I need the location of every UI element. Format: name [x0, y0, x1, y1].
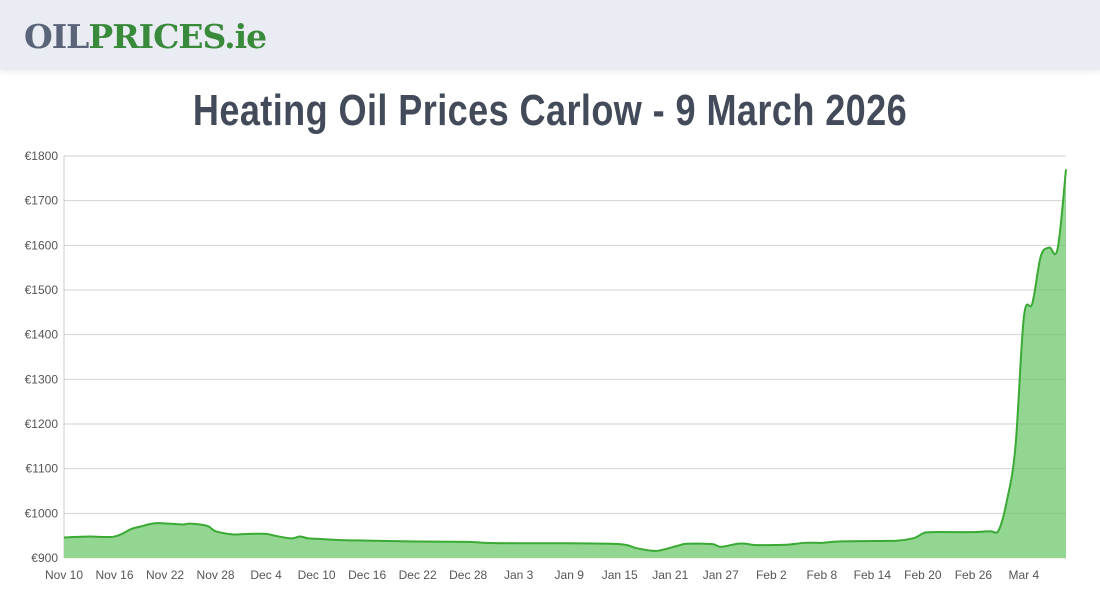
x-tick-label: Nov 22: [146, 568, 184, 582]
x-tick-label: Feb 8: [806, 568, 837, 582]
price-area: [64, 169, 1066, 558]
site-logo[interactable]: OILPRICES.ie: [24, 17, 267, 57]
y-tick-label: €1400: [25, 328, 59, 342]
x-tick-label: Nov 10: [45, 568, 83, 582]
x-tick-label: Jan 15: [602, 568, 638, 582]
x-tick-label: Dec 28: [449, 568, 487, 582]
y-tick-label: €1800: [25, 149, 59, 163]
y-tick-label: €1300: [25, 372, 59, 386]
price-line: [63, 169, 1067, 552]
x-tick-label: Feb 2: [756, 568, 787, 582]
page-title: Heating Oil Prices Carlow - 9 March 2026: [192, 86, 908, 135]
x-tick-label: Jan 27: [703, 568, 739, 582]
x-tick-label: Dec 10: [298, 568, 336, 582]
logo-text-oil: OIL: [24, 17, 89, 56]
x-tick-label: Jan 21: [652, 568, 688, 582]
x-tick-label: Nov 28: [197, 568, 235, 582]
x-tick-label: Mar 4: [1009, 568, 1040, 582]
y-tick-label: €1500: [25, 283, 59, 297]
top-bar: OILPRICES.ie: [0, 0, 1100, 70]
x-tick-label: Jan 9: [555, 568, 585, 582]
x-tick-label: Feb 26: [955, 568, 993, 582]
y-tick-label: €1000: [25, 506, 59, 520]
y-tick-label: €1100: [26, 462, 59, 476]
x-tick-label: Feb 14: [854, 568, 892, 582]
x-tick-label: Dec 4: [250, 568, 282, 582]
y-tick-label: €1700: [25, 194, 59, 208]
x-tick-label: Nov 16: [96, 568, 134, 582]
x-tick-label: Jan 3: [504, 568, 534, 582]
x-tick-label: Dec 16: [348, 568, 386, 582]
logo-text-prices: PRICES.ie: [88, 17, 267, 56]
y-tick-label: €900: [31, 551, 58, 565]
x-tick-label: Feb 20: [904, 568, 942, 582]
y-tick-label: €1200: [25, 417, 59, 431]
y-tick-label: €1600: [25, 238, 59, 252]
x-tick-label: Dec 22: [399, 568, 437, 582]
